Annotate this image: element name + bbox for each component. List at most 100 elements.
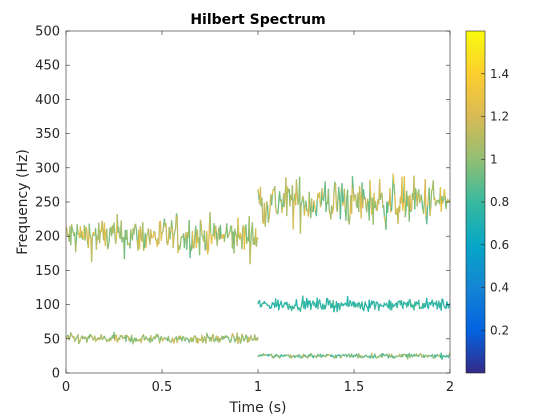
series-0-segment (226, 223, 229, 239)
series-1-segment (396, 301, 399, 309)
series-1-segment (114, 334, 117, 342)
series-1-segment (299, 306, 302, 313)
series-0-segment (154, 231, 157, 241)
series-1-segment (440, 298, 443, 311)
series-0-segment (318, 192, 322, 208)
series-0-segment (169, 230, 172, 240)
series-1-segment (173, 338, 176, 344)
series-1-segment (427, 301, 430, 309)
series-1-segment (325, 297, 328, 307)
series-0-segment (424, 178, 427, 218)
series-0-segment (321, 188, 324, 199)
series-0-segment (403, 176, 406, 218)
series-0-segment (305, 200, 308, 212)
series-0-segment (113, 222, 116, 234)
y-tick-label: 400 (35, 93, 60, 108)
series-0-segment (345, 196, 348, 221)
series-0-segment (346, 189, 350, 222)
series-1-segment (274, 298, 278, 307)
series-0-segment (199, 219, 202, 226)
series-0-segment (310, 198, 314, 213)
series-0-segment (139, 225, 142, 239)
series-0-segment (277, 200, 280, 214)
series-1-segment (77, 334, 80, 345)
series-0-segment (266, 200, 269, 207)
series-0-segment (322, 191, 326, 202)
series-0-segment (429, 206, 432, 216)
series-0-segment (353, 194, 356, 202)
series-0-segment (135, 229, 138, 242)
series-0-segment (104, 231, 107, 247)
plot-frame (65, 30, 451, 374)
series-1-segment (442, 298, 445, 305)
series-1-segment (100, 333, 103, 340)
series-0-segment (209, 212, 212, 235)
series-1-segment (402, 301, 405, 309)
series-1-segment (304, 303, 307, 310)
series-0-segment (249, 242, 252, 265)
series-0-segment (66, 228, 69, 236)
series-0-segment (233, 228, 236, 254)
series-1-segment (407, 299, 410, 307)
colorbar-tick-label: 1 (490, 152, 498, 166)
series-0-segment (191, 230, 194, 249)
series-0-segment (214, 225, 218, 234)
series-1-segment (192, 336, 195, 343)
series-0-segment (409, 194, 412, 212)
series-0-segment (354, 194, 358, 206)
series-0-segment (108, 227, 111, 241)
series-1-segment (142, 334, 146, 341)
series-1-segment (362, 305, 366, 312)
series-0-segment (210, 234, 214, 245)
series-0-segment (443, 189, 446, 199)
x-axis-label: Time (s) (229, 400, 287, 416)
series-0-segment (162, 224, 165, 233)
series-0-segment (172, 234, 175, 249)
colorbar-tick-label: 0.8 (490, 195, 509, 209)
x-tick-label: 0 (62, 380, 70, 395)
series-0-segment (90, 235, 94, 262)
series-0-segment (286, 186, 289, 217)
series-0-segment (243, 227, 246, 250)
series-0-segment (118, 226, 121, 238)
chart-title: Hilbert Spectrum (190, 12, 325, 28)
series-0-segment (334, 183, 338, 208)
series-0-segment (393, 183, 396, 196)
series-0-segment (142, 222, 145, 251)
series-0-segment (333, 181, 336, 194)
series-1-segment (140, 336, 143, 344)
y-tick-label: 100 (35, 298, 60, 313)
series-0-segment (207, 230, 210, 251)
y-tick-label: 150 (35, 264, 60, 279)
series-1-segment (333, 305, 336, 313)
series-0-segment (134, 223, 138, 231)
series-0-segment (281, 205, 284, 214)
series-0-segment (364, 197, 367, 207)
series-0-segment (416, 191, 419, 207)
y-tick-label: 50 (43, 332, 60, 347)
y-tick-label: 300 (35, 161, 60, 176)
series-0-segment (178, 244, 182, 251)
series-1-segment (132, 338, 135, 345)
series-0-segment (341, 182, 344, 206)
series-1-segment (286, 301, 289, 308)
series-0-segment (445, 201, 448, 210)
series-0-segment (106, 228, 109, 250)
series-0-segment (348, 215, 351, 225)
series-0-segment (374, 200, 378, 211)
series-0-segment (234, 228, 237, 235)
series-0-segment (264, 213, 267, 227)
series-0-segment (76, 224, 79, 234)
series-0-segment (292, 200, 295, 230)
series-0-segment (274, 186, 277, 208)
series-0-segment (70, 224, 74, 230)
series-0-segment (303, 205, 306, 216)
series-0-segment (200, 223, 203, 236)
series-0-segment (390, 194, 394, 211)
series-0-segment (81, 230, 84, 240)
series-0-segment (179, 237, 182, 246)
x-tick-label: 1.5 (344, 380, 365, 395)
series-2-segment (370, 352, 374, 359)
series-0-segment (278, 191, 282, 202)
series-1-segment (212, 333, 215, 343)
